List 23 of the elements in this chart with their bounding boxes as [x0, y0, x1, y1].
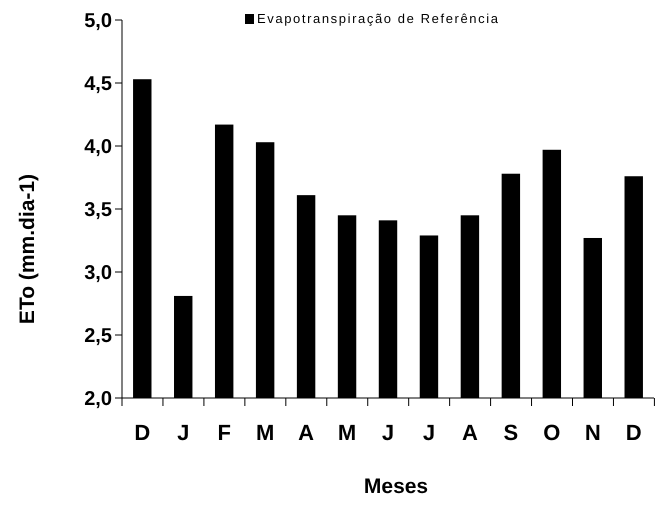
- legend-label: Evapotranspiração de Referência: [257, 11, 500, 26]
- x-tick-label: N: [584, 420, 601, 445]
- x-tick-label: S: [504, 420, 518, 445]
- x-tick-label: A: [298, 420, 314, 445]
- x-tick-label: O: [543, 420, 560, 445]
- x-tick-label: F: [217, 420, 231, 445]
- y-tick-label: 4,0: [84, 136, 112, 158]
- x-tick-label: D: [134, 420, 150, 445]
- x-tick-label: J: [382, 420, 394, 445]
- y-axis-title: ETo (mm.dia-1): [16, 174, 39, 324]
- y-tick-label: 2,0: [84, 388, 112, 410]
- x-tick-label: D: [626, 420, 642, 445]
- x-tick-label: J: [177, 420, 190, 445]
- y-tick-label: 3,0: [84, 262, 112, 284]
- y-tick-label: 4,5: [84, 73, 112, 95]
- x-tick-label: M: [338, 420, 356, 445]
- y-tick-label: 2,5: [84, 325, 112, 347]
- y-tick-label: 3,5: [84, 199, 112, 221]
- x-axis-title: Meses: [364, 475, 428, 498]
- y-tick-label: 5,0: [84, 10, 112, 32]
- x-tick-label: M: [256, 420, 274, 445]
- x-tick-label: A: [462, 420, 478, 445]
- x-tick-label: J: [422, 420, 436, 445]
